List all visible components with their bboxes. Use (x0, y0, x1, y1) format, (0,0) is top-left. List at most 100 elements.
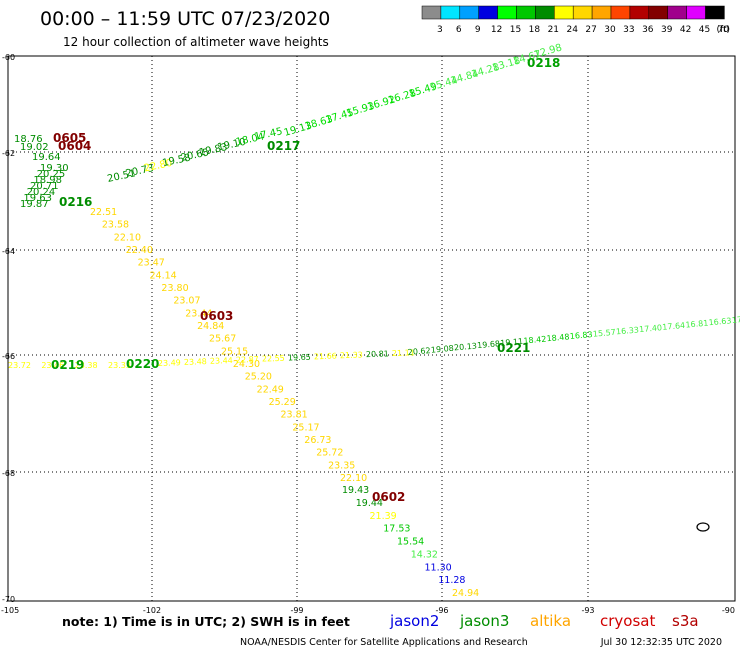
colorbar-tick-label: 18 (529, 25, 541, 35)
wave-height-value: 18.48 (546, 332, 570, 343)
colorbar-swatch-9 (591, 5, 612, 20)
wave-height-value: 20.71 (30, 181, 59, 192)
wave-height-value: 25.20 (245, 372, 272, 383)
wave-height-value: 22.87 (236, 355, 259, 365)
wave-height-value: 21.11 (392, 348, 415, 358)
colorbar-swatch-2 (459, 5, 479, 20)
colorbar-swatch-1 (440, 5, 461, 20)
colorbar-swatch-6 (535, 5, 555, 20)
map-frame (7, 55, 736, 602)
pass-time-label: 0605 (53, 131, 86, 145)
wave-height-value: 17.47 (731, 314, 740, 325)
lon-label: -99 (290, 606, 303, 615)
wave-height-value: 23.44 (210, 356, 233, 366)
wave-height-value: 14.32 (411, 549, 438, 560)
wave-height-value: 22.51 (90, 207, 117, 218)
lat-label: -60 (2, 53, 15, 62)
wave-height-value: 11.30 (425, 562, 452, 573)
wave-height-value: 23.80 (161, 283, 188, 294)
wave-height-value: 25.72 (316, 448, 343, 459)
wave-height-value: 25.67 (209, 334, 236, 345)
wave-height-value: 19.43 (342, 485, 369, 496)
lat-label: -70 (2, 595, 15, 604)
wave-height-value: 20.62 (407, 346, 431, 357)
colorbar-tick-label: 24 (566, 25, 578, 35)
wave-height-value: 22.55 (262, 354, 285, 364)
colorbar-swatch-4 (497, 5, 517, 20)
colorbar-tick-label: 3 (437, 25, 443, 35)
pass-time-label: 0218 (527, 56, 560, 70)
lat-label: -64 (2, 247, 15, 256)
colorbar-swatch-7 (554, 5, 574, 20)
lat-label: -62 (2, 149, 15, 158)
wave-height-value: 23.48 (184, 357, 207, 367)
satellite-legend-s3a: s3a (672, 612, 699, 630)
wave-height-value: 15.54 (397, 537, 424, 548)
timestamp-text: Jul 30 12:32:35 UTC 2020 (600, 637, 722, 648)
wave-height-value: 22.40 (126, 245, 153, 256)
pass-time-label: 0220 (126, 357, 159, 371)
wave-height-value: 16.63 (708, 316, 732, 327)
track-0220: 23.49 23.48 23.44 22.87 22.55 19.65 21.66 21.33… (126, 348, 415, 371)
colorbar-tick-label: 6 (456, 25, 462, 35)
lat-label: -66 (2, 352, 15, 361)
colorbar-tick-label: 9 (475, 25, 481, 35)
wave-height-value: 20.13 (454, 341, 478, 352)
colorbar-tick-label: 21 (548, 25, 559, 35)
wave-height-value: 18.42 (523, 335, 547, 346)
wave-height-value: 16.81 (685, 319, 709, 330)
wave-height-value: 11.28 (438, 575, 465, 586)
satellite-legend-cryosat: cryosat (600, 612, 655, 630)
track-0221: 20.62 19.08 20.13 19.68 19.11 18.42 18.48 16.83… (407, 314, 740, 357)
wave-height-value: 23.35 (328, 460, 355, 471)
map-title: 00:00 – 11:59 UTC 07/23/2020 (40, 8, 330, 30)
wave-height-value: 23.44 (185, 308, 212, 319)
wave-height-value: 17.40 (639, 323, 663, 334)
colorbar-swatch-12 (648, 5, 668, 20)
colorbar-tick-label: 42 (680, 25, 691, 35)
colorbar-swatch-14 (686, 5, 706, 20)
wave-height-value: 25.17 (292, 422, 319, 433)
wave-height-value: 19.08 (431, 344, 455, 355)
wave-height-value: 23.33 (108, 361, 131, 370)
wave-height-value: 23.47 (138, 258, 165, 269)
pass-time-label: 0603 (200, 309, 233, 323)
pass-time-label: 0217 (267, 139, 300, 153)
colorbar-swatch-5 (516, 5, 536, 20)
satellite-legend-jason3: jason3 (459, 612, 509, 630)
wave-height-value: 22.10 (114, 232, 141, 243)
wave-height-value: 17.53 (383, 524, 410, 535)
pass-time-label: 0221 (497, 341, 530, 355)
wave-height-value: 21.33 (340, 350, 363, 360)
wave-height-value: 24.94 (452, 588, 479, 599)
wave-height-value: 19.87 (20, 199, 49, 210)
wave-height-value: 25.15 (221, 346, 248, 357)
wave-height-value: 20.24 (27, 187, 56, 198)
wave-height-value: 19.65 (288, 353, 311, 363)
wave-height-value: 23.58 (102, 220, 129, 231)
track-0605: 18.76 0605 (14, 131, 86, 145)
wave-height-value: 21.66 (314, 352, 337, 362)
wave-height-value: 19.63 (23, 193, 52, 204)
colorbar-swatch-15 (705, 5, 725, 20)
pass-time-label: 0602 (372, 490, 405, 504)
colorbar-swatch-8 (572, 5, 593, 20)
colorbar-swatch-0 (421, 5, 442, 20)
wave-height-value: 24.30 (233, 359, 260, 370)
lat-label: -68 (2, 469, 15, 478)
track-0219: 23.72 23.46 23.38 23.33 0219 (8, 358, 131, 372)
lon-label: -105 (1, 606, 19, 615)
wave-height-value: 23.49 (158, 358, 181, 368)
wave-height-value: 24.84 (197, 321, 224, 332)
lon-label: -102 (143, 606, 161, 615)
wave-height-value: 23.81 (280, 410, 307, 421)
lon-label: -90 (722, 606, 735, 615)
colorbar-tick-label: 70 (718, 25, 730, 35)
track-0218: 19.1318.6317.4515.9316.9216.2815.4915.44… (283, 42, 564, 138)
satellite-legend-altika: altika (530, 612, 571, 630)
